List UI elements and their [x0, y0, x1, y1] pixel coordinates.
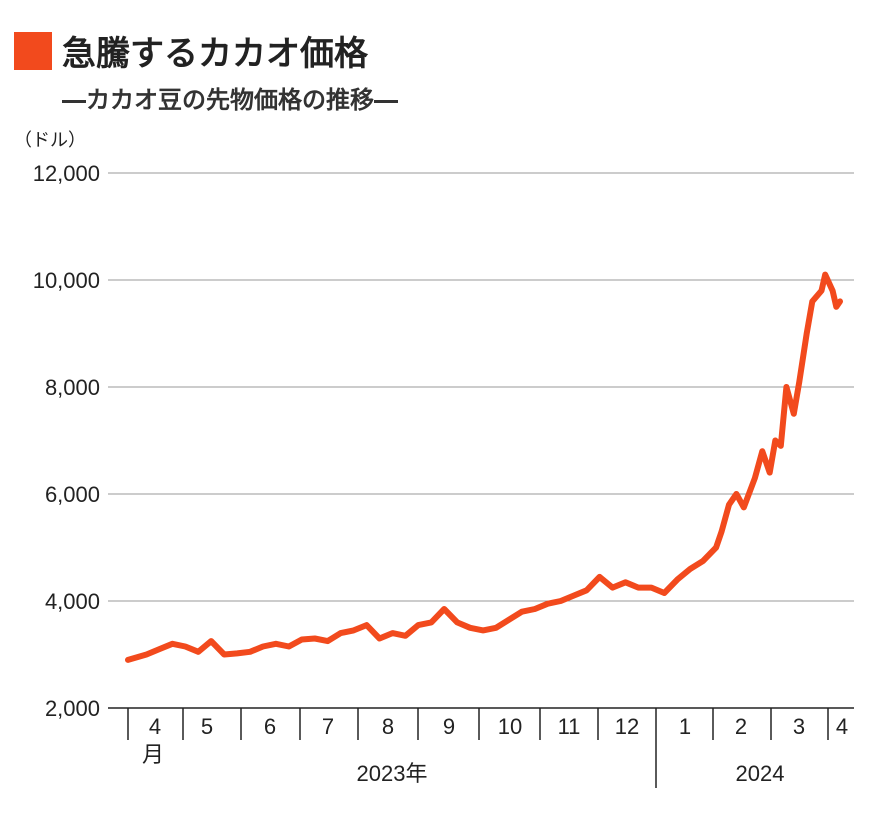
x-year-label: 2024	[736, 761, 785, 786]
data-point	[837, 298, 843, 304]
y-tick-label: 8,000	[45, 375, 100, 400]
data-point	[759, 448, 765, 454]
x-tick-label: 3	[793, 714, 805, 739]
data-point	[778, 443, 784, 449]
series-group	[125, 271, 843, 663]
data-point	[364, 622, 370, 628]
data-point	[719, 528, 725, 535]
x-year-label: 2023年	[357, 761, 428, 786]
data-point	[441, 606, 447, 612]
data-point	[767, 470, 773, 476]
y-tick-label: 12,000	[33, 161, 100, 186]
data-point	[713, 544, 719, 551]
data-point	[733, 491, 740, 497]
data-point	[312, 635, 318, 642]
data-point	[584, 587, 590, 593]
data-point	[454, 619, 460, 626]
x-tick-label: 6	[264, 714, 276, 739]
data-point	[247, 649, 253, 655]
x-tick-label: 1	[679, 714, 691, 739]
data-point	[791, 411, 797, 417]
data-point	[822, 272, 828, 278]
x-month-unit-label: 月	[142, 742, 164, 767]
data-point	[208, 638, 214, 644]
data-point	[741, 504, 747, 510]
series-line	[125, 271, 843, 663]
data-point	[519, 609, 525, 615]
data-point	[648, 585, 655, 591]
data-point	[376, 635, 383, 642]
data-point	[833, 304, 839, 310]
x-tick-label: 11	[558, 714, 581, 739]
x-tick-label: 4	[836, 714, 848, 739]
data-point	[125, 657, 131, 663]
data-point	[480, 627, 486, 634]
data-point	[415, 622, 421, 628]
x-tick-label: 4	[149, 714, 161, 739]
data-point	[402, 633, 408, 639]
data-point	[783, 384, 790, 390]
title-marker	[14, 32, 52, 70]
data-point	[428, 619, 434, 626]
data-point	[299, 636, 305, 643]
data-point	[493, 625, 499, 631]
data-point	[273, 641, 279, 647]
data-point	[558, 598, 564, 604]
data-point	[156, 646, 162, 652]
data-point	[182, 643, 188, 650]
data-point	[389, 630, 396, 636]
x-tick-label: 10	[498, 714, 522, 739]
data-point	[571, 593, 577, 599]
data-point	[545, 601, 551, 607]
data-point	[661, 590, 667, 596]
data-point	[674, 577, 680, 583]
data-point	[532, 606, 538, 612]
data-point	[143, 651, 150, 658]
data-point	[700, 558, 706, 564]
x-tick-label: 9	[443, 714, 455, 739]
data-point	[351, 627, 357, 634]
x-tick-label: 5	[201, 714, 213, 739]
data-point	[622, 579, 629, 585]
data-point	[169, 641, 175, 647]
data-point	[804, 330, 810, 337]
data-point	[818, 288, 825, 294]
data-point	[830, 288, 836, 294]
y-tick-label: 6,000	[45, 482, 100, 507]
data-point	[506, 617, 512, 623]
data-point	[221, 651, 227, 658]
y-tick-label: 4,000	[45, 589, 100, 614]
y-axis-unit: （ドル）	[14, 130, 86, 151]
data-point	[726, 502, 732, 508]
data-point	[338, 630, 344, 636]
x-tick-label: 7	[322, 714, 334, 739]
chart-subtitle: ―カカオ豆の先物価格の推移―	[62, 86, 398, 114]
y-tick-label: 2,000	[45, 696, 100, 721]
x-tick-label: 12	[615, 714, 639, 739]
data-point	[687, 566, 693, 572]
data-point	[635, 585, 642, 591]
data-point	[325, 638, 331, 644]
x-tick-label: 8	[382, 714, 394, 739]
data-point	[286, 643, 292, 650]
y-tick-label: 10,000	[33, 268, 100, 293]
data-point	[597, 574, 603, 580]
data-point	[609, 585, 616, 591]
chart-title: 急騰するカカオ価格	[62, 34, 368, 74]
data-point	[752, 475, 758, 481]
data-point	[809, 298, 815, 304]
data-point	[772, 437, 778, 444]
y-tick-labels: 2,000 4,000 6,000 8,000 10,000 12,000	[33, 161, 100, 721]
data-point	[467, 625, 473, 631]
data-point	[234, 650, 240, 657]
data-point	[260, 643, 266, 650]
x-tick-label: 2	[735, 714, 747, 739]
gridlines	[108, 172, 854, 709]
data-point	[796, 379, 802, 385]
data-point	[195, 649, 201, 655]
